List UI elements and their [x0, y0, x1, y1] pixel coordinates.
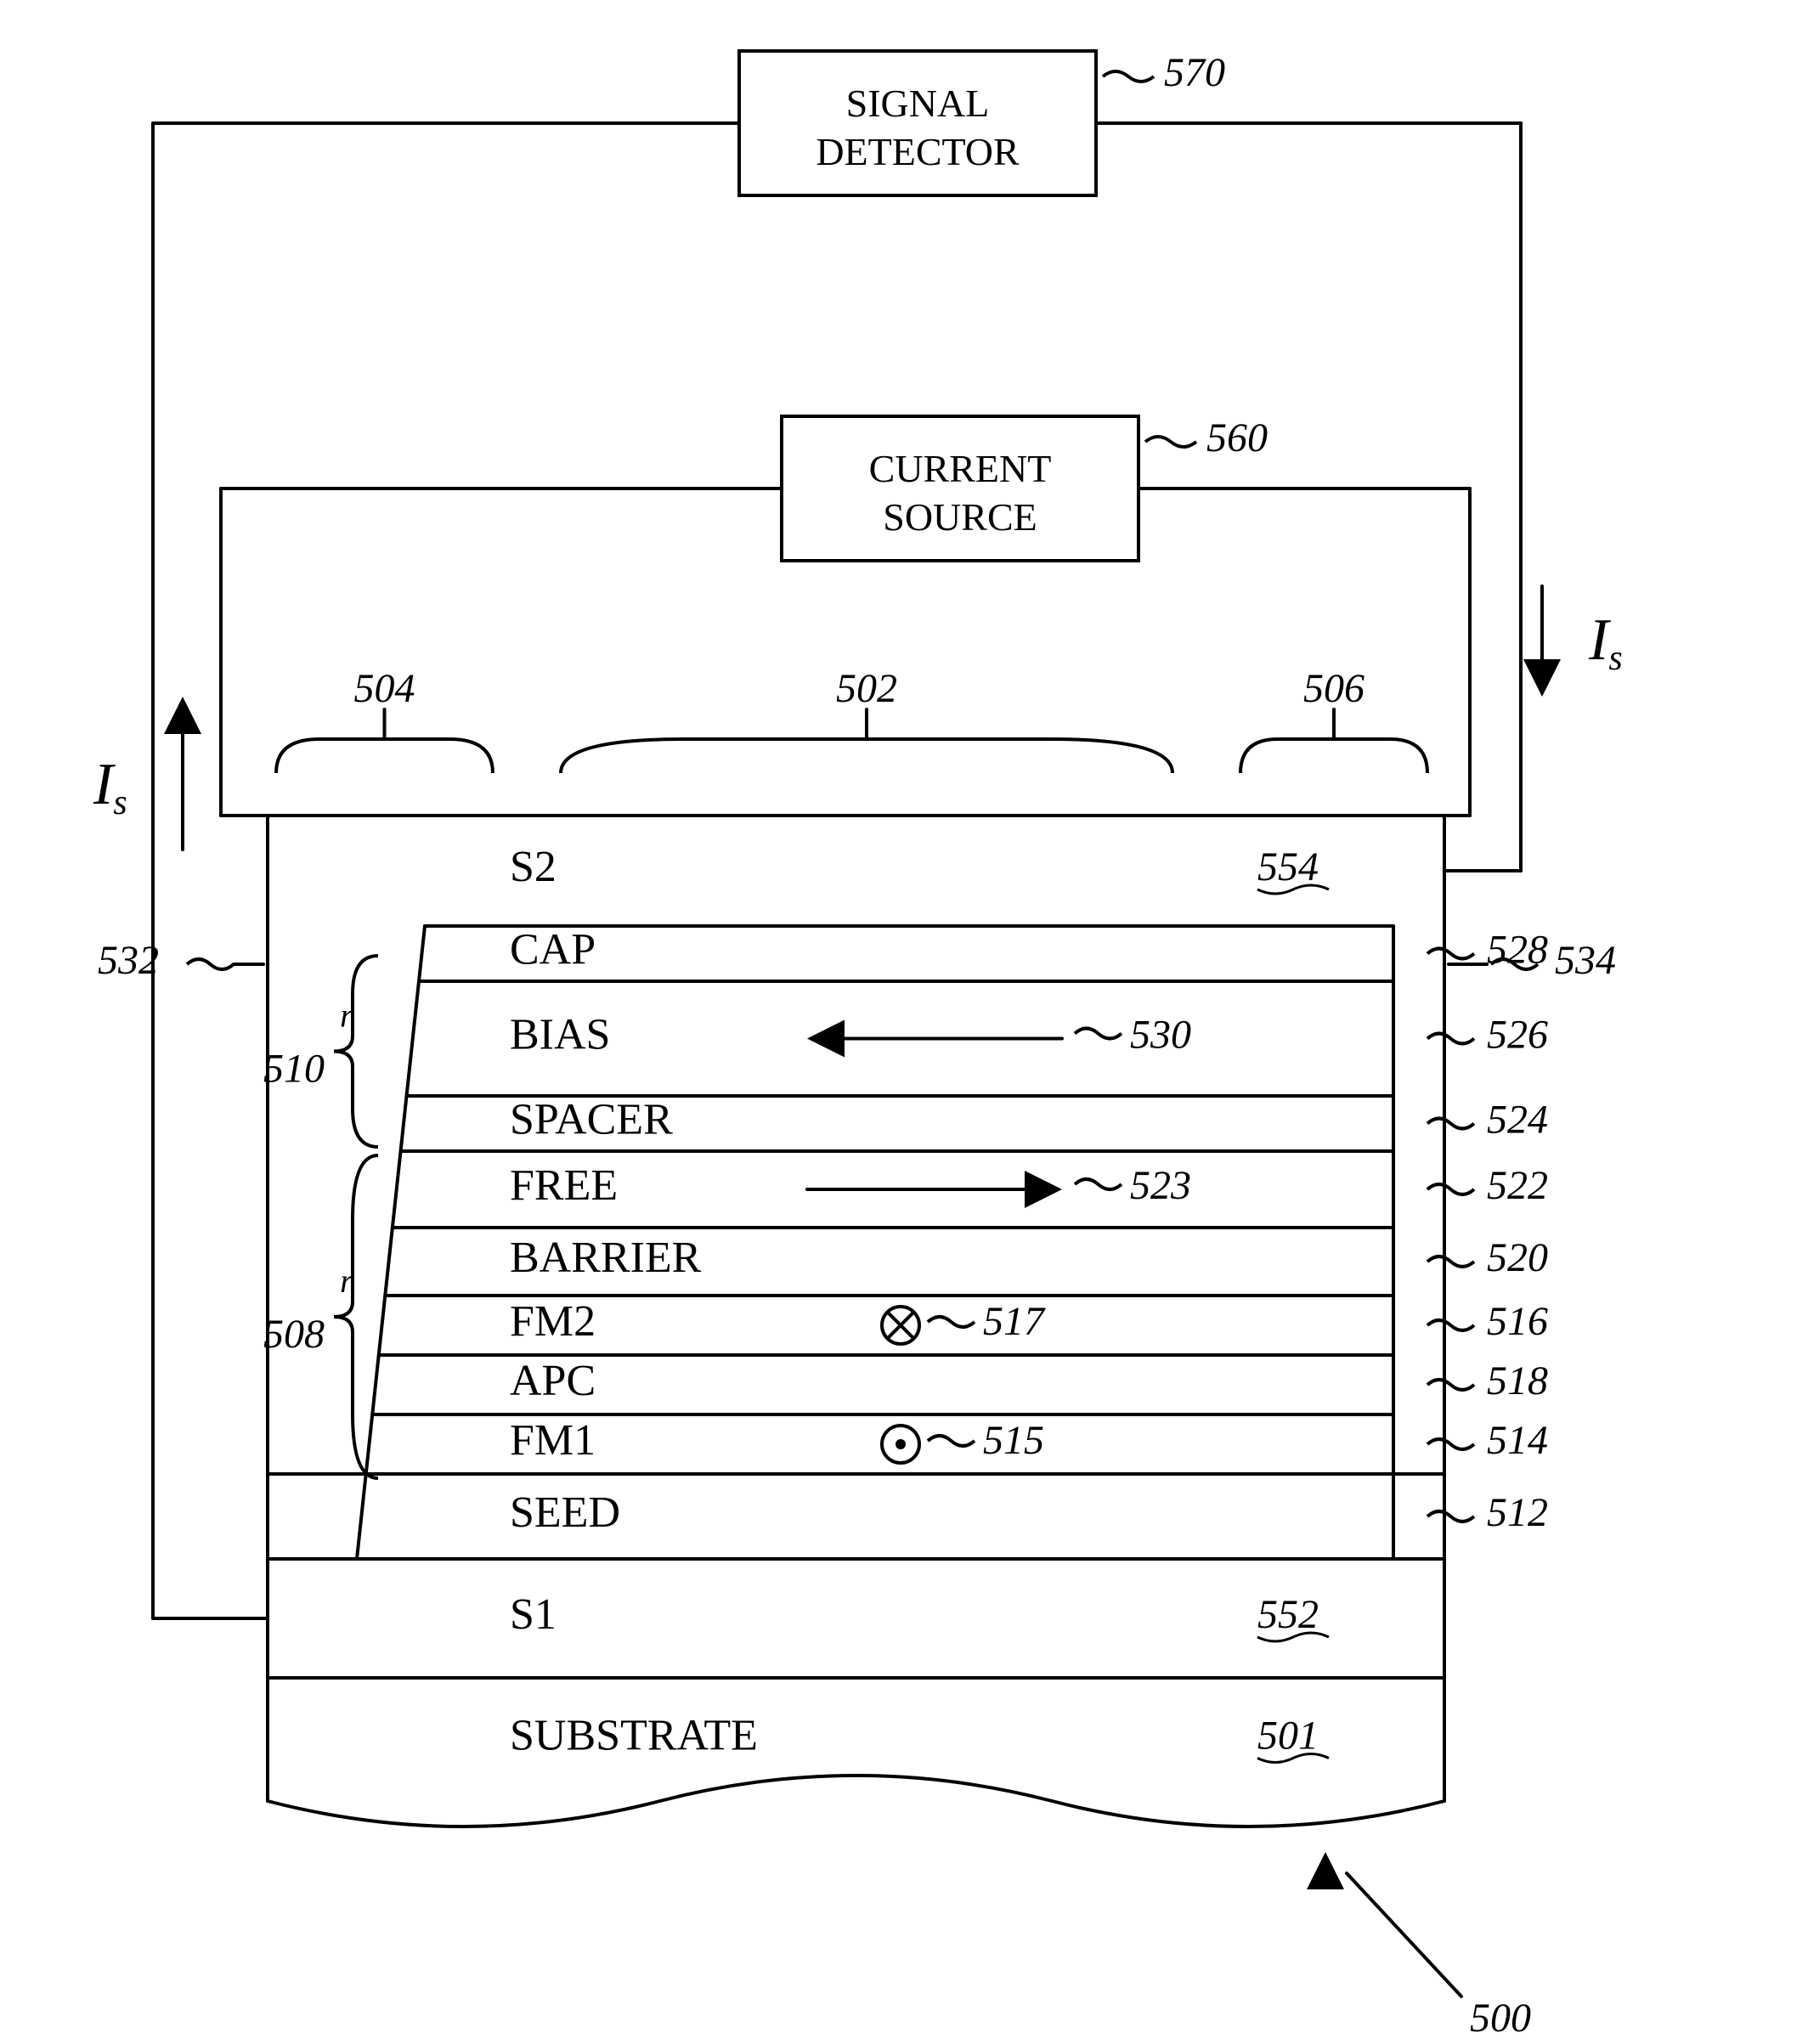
- ref-504: 504: [354, 666, 415, 711]
- ref-502: 502: [836, 666, 897, 711]
- brace-510-path: [334, 956, 378, 1147]
- tilde: [1075, 1179, 1122, 1189]
- brace-510: [334, 956, 378, 1147]
- layer-cap-label: CAP: [510, 925, 596, 974]
- ref-501: 501: [1257, 1714, 1319, 1759]
- ref-512: 512: [1487, 1490, 1548, 1535]
- ref-523: 523: [1130, 1163, 1191, 1208]
- brace-510-r: r: [340, 997, 353, 1035]
- ref-570: 570: [1164, 50, 1225, 95]
- is-left-sub: s: [113, 783, 127, 822]
- box-current-source-line-0: CURRENT: [869, 447, 1052, 490]
- layer-fm1-dot: [896, 1439, 906, 1449]
- tilde: [1427, 1511, 1474, 1522]
- ref-510: 510: [263, 1047, 325, 1092]
- layer-fm2-label: FM2: [510, 1297, 596, 1346]
- bracket-506: [1240, 709, 1427, 773]
- ref-517: 517: [983, 1299, 1046, 1344]
- ref-522: 522: [1487, 1163, 1548, 1208]
- layer-apc-label: APC: [510, 1357, 596, 1405]
- ref-516: 516: [1487, 1299, 1548, 1344]
- ref-508: 508: [263, 1312, 325, 1357]
- box-signal-detector-line-0: SIGNAL: [846, 82, 990, 125]
- arrowhead: [164, 697, 201, 734]
- bracket-504: [276, 709, 493, 773]
- tilde: [187, 959, 234, 969]
- box-signal-detector-line-1: DETECTOR: [816, 130, 1020, 173]
- tilde: [1075, 1029, 1122, 1039]
- layer-barrier-label: BARRIER: [510, 1234, 702, 1282]
- layer-seed: [268, 1474, 1474, 1522]
- brace-508-r: r: [340, 1262, 353, 1300]
- bracket-502: [561, 709, 1172, 773]
- ref-520: 520: [1487, 1235, 1548, 1280]
- ref-526: 526: [1487, 1013, 1548, 1058]
- box-current-source-line-1: SOURCE: [883, 495, 1037, 539]
- layer-bias-label: BIAS: [510, 1010, 610, 1059]
- layer-seed-label: SEED: [510, 1488, 620, 1537]
- tilde: [1427, 1256, 1474, 1267]
- ref-524: 524: [1487, 1098, 1548, 1143]
- arrowhead: [1523, 659, 1561, 697]
- arrowhead: [1307, 1852, 1344, 1889]
- ref-554: 554: [1257, 844, 1319, 889]
- tilde: [1427, 1320, 1474, 1330]
- tilde: [1145, 437, 1196, 447]
- is-left-label: Is: [93, 752, 127, 822]
- ref-518: 518: [1487, 1358, 1548, 1403]
- tilde: [1427, 949, 1474, 959]
- tilde: [1427, 1439, 1474, 1449]
- arrowhead: [807, 1020, 845, 1058]
- layer-substrate-label: SUBSTRATE: [510, 1711, 758, 1759]
- tilde: [1427, 1184, 1474, 1194]
- substrate-wavy-bottom: [268, 1776, 1444, 1827]
- layer-spacer-label: SPACER: [510, 1095, 673, 1143]
- tilde: [1103, 71, 1154, 82]
- arrowhead: [1025, 1171, 1062, 1208]
- is-right-label: Is: [1588, 607, 1623, 678]
- inner-left-slant: [357, 926, 425, 1559]
- ref-515: 515: [983, 1418, 1044, 1463]
- bracket-506-curve: [1240, 739, 1427, 773]
- layer-s2-label: S2: [510, 843, 557, 891]
- ref-560: 560: [1206, 415, 1268, 460]
- bracket-502-curve: [561, 739, 1172, 773]
- ref-534: 534: [1555, 938, 1616, 983]
- ref-500: 500: [1470, 1996, 1531, 2041]
- is-right-sub: s: [1608, 639, 1622, 678]
- bracket-504-curve: [276, 739, 493, 773]
- ref-552: 552: [1257, 1592, 1319, 1637]
- layer-s1-label: S1: [510, 1590, 557, 1639]
- layer-fm1-label: FM1: [510, 1416, 596, 1465]
- ref-532: 532: [98, 938, 159, 983]
- tilde: [928, 1436, 975, 1446]
- ref-514: 514: [1487, 1418, 1548, 1463]
- ref-500-shaft: [1347, 1873, 1461, 1996]
- layer-free-label: FREE: [510, 1161, 618, 1210]
- tilde: [1427, 1119, 1474, 1129]
- tilde: [1427, 1380, 1474, 1390]
- ref-506: 506: [1303, 666, 1364, 711]
- ref-530: 530: [1130, 1013, 1191, 1058]
- tilde: [928, 1317, 975, 1327]
- tilde: [1427, 1034, 1474, 1044]
